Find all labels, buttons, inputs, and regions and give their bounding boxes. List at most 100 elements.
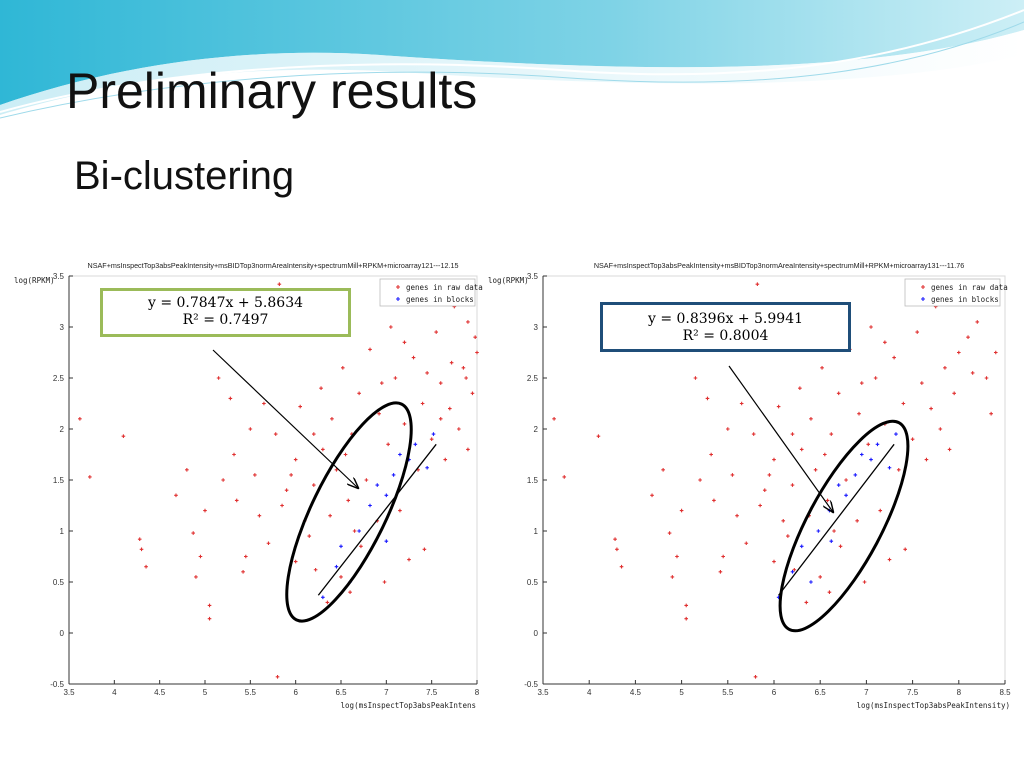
raw-data-point: [776, 404, 781, 409]
raw-data-point: [989, 411, 993, 416]
x-tick-label: 4: [587, 688, 592, 697]
raw-data-point: [883, 340, 887, 345]
raw-data-point: [650, 493, 654, 498]
y-tick-label: 3.5: [53, 272, 65, 281]
raw-data-point: [137, 537, 142, 541]
raw-data-point: [667, 531, 672, 535]
y-tick-label: 3.5: [527, 272, 539, 281]
raw-data-point: [892, 355, 896, 360]
raw-data-point: [325, 600, 330, 605]
y-tick-label: 3: [60, 323, 65, 332]
raw-data-point: [443, 457, 448, 462]
x-tick-label: 6: [293, 688, 298, 697]
raw-data-point: [975, 320, 980, 324]
block-data-point: [853, 473, 858, 477]
raw-data-point: [380, 381, 384, 385]
regression-box-right: y = 0.8396x + 5.9941 R² = 0.8004: [600, 302, 851, 352]
raw-data-point: [739, 401, 744, 406]
raw-data-point: [330, 417, 334, 421]
y-tick-label: 0: [60, 629, 65, 638]
raw-data-point: [873, 376, 878, 380]
block-data-point: [398, 452, 402, 457]
raw-data-point: [799, 447, 804, 452]
raw-data-point: [844, 478, 848, 482]
raw-data-point: [781, 519, 786, 523]
regression-r2: R² = 0.7497: [182, 312, 269, 328]
x-tick-label: 3.5: [537, 688, 549, 697]
raw-data-point: [698, 478, 702, 482]
raw-data-point: [88, 475, 92, 479]
legend-marker: [921, 285, 925, 289]
legend-marker: [396, 285, 400, 289]
raw-data-point: [319, 386, 323, 390]
raw-data-point: [425, 371, 429, 375]
x-tick-label: 5.5: [722, 688, 734, 697]
raw-data-point: [234, 498, 239, 503]
raw-data-point: [684, 616, 689, 621]
raw-data-point: [693, 376, 698, 380]
block-data-point: [375, 483, 380, 487]
regression-equation: y = 0.8396x + 5.9941: [647, 311, 804, 327]
y-tick-label: 1.5: [527, 476, 539, 485]
raw-data-point: [804, 600, 809, 605]
slide-title: Preliminary results: [66, 63, 478, 119]
raw-data-point: [866, 442, 871, 447]
raw-data-point: [615, 547, 619, 552]
raw-data-point: [232, 452, 236, 457]
raw-data-point: [903, 547, 908, 552]
legend-entry: genes in raw data: [406, 283, 483, 292]
y-axis-label: log(RPKM): [488, 276, 529, 285]
raw-data-point: [827, 590, 832, 594]
raw-data-point: [420, 401, 425, 406]
raw-data-point: [203, 508, 207, 513]
block-data-point: [859, 452, 864, 457]
x-tick-label: 8: [957, 688, 962, 697]
raw-data-point: [422, 547, 427, 552]
raw-data-point: [790, 483, 795, 487]
chart-title: NSAF+msInspectTop3absPeakIntensity+msBID…: [88, 261, 459, 270]
raw-data-point: [857, 411, 861, 416]
raw-data-point: [293, 559, 298, 564]
raw-data-point: [121, 434, 126, 438]
raw-data-point: [221, 478, 225, 482]
block-data-point: [887, 465, 892, 470]
regression-line: [778, 443, 895, 596]
raw-data-point: [348, 590, 352, 594]
y-tick-label: -0.5: [50, 680, 64, 689]
block-data-point: [391, 473, 396, 477]
cluster-ellipse: [778, 419, 910, 633]
x-tick-label: 8: [475, 688, 480, 697]
raw-data-point: [339, 575, 343, 579]
raw-data-point: [679, 508, 684, 513]
raw-data-point: [194, 575, 198, 579]
x-tick-label: 3.5: [63, 688, 75, 697]
raw-data-point: [475, 350, 479, 355]
raw-data-point: [449, 360, 454, 365]
block-data-point: [869, 457, 873, 462]
x-tick-label: 6: [772, 688, 777, 697]
block-data-point: [413, 442, 418, 447]
raw-data-point: [661, 468, 665, 472]
raw-data-point: [772, 559, 776, 564]
y-tick-label: 2.5: [527, 374, 539, 383]
raw-data-point: [762, 488, 767, 492]
raw-data-point: [312, 432, 316, 436]
legend-marker: [921, 297, 925, 301]
raw-data-point: [887, 557, 892, 562]
raw-data-point: [257, 513, 262, 518]
raw-data-point: [253, 473, 257, 477]
raw-data-point: [862, 580, 867, 584]
raw-data-point: [313, 567, 318, 572]
x-tick-label: 5: [203, 688, 208, 697]
x-tick-label: 7.5: [907, 688, 919, 697]
raw-data-point: [613, 537, 617, 541]
raw-data-point: [920, 381, 924, 385]
block-data-point: [875, 442, 880, 447]
y-tick-label: 2.5: [53, 374, 65, 383]
raw-data-point: [869, 325, 873, 329]
y-tick-label: -0.5: [524, 680, 538, 689]
raw-data-point: [473, 335, 477, 339]
legend-box: [904, 278, 1001, 307]
raw-data-point: [470, 391, 475, 396]
